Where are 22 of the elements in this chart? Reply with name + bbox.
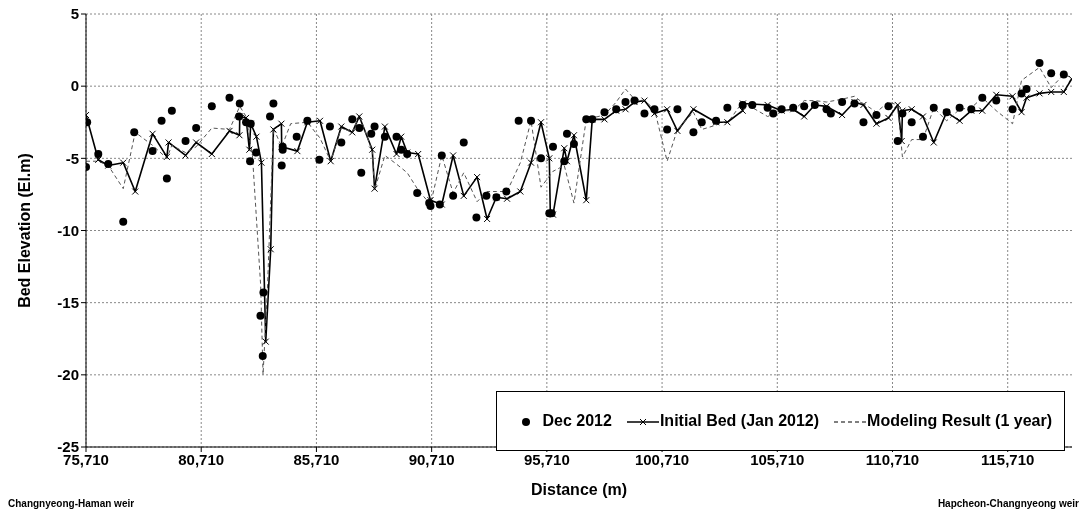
x-tick-label: 105,710	[750, 450, 805, 468]
y-tick-label: 5	[70, 5, 79, 23]
legend-label: Modeling Result (1 year)	[867, 412, 1052, 429]
y-tick-label: -10	[57, 221, 79, 239]
x-tick-label: 80,710	[178, 450, 225, 468]
legend-label: Initial Bed (Jan 2012)	[659, 412, 820, 429]
y-tick-label: -20	[57, 366, 79, 384]
y-tick-label: -15	[57, 293, 79, 311]
x-tick-label: 85,710	[293, 450, 340, 468]
text: Changnyeong-Haman weir	[8, 498, 135, 509]
x-tick-label: 100,710	[634, 450, 690, 468]
y-tick-label: -5	[65, 149, 79, 167]
y-axis-title: Bed Elevation (El.m)	[15, 153, 33, 308]
text: Hapcheon-Changnyeong weir	[937, 498, 1079, 509]
x-tick-label: 90,710	[408, 450, 455, 468]
x-tick-label: 110,710	[865, 450, 920, 468]
x-axis-title: Distance (m)	[530, 481, 628, 498]
legend-label: Dec 2012	[542, 412, 612, 429]
x-tick-label: 95,710	[523, 450, 570, 468]
y-tick-label: -25	[57, 438, 79, 456]
y-tick-label: 0	[70, 77, 79, 95]
x-tick-label: 115,710	[981, 450, 1035, 468]
